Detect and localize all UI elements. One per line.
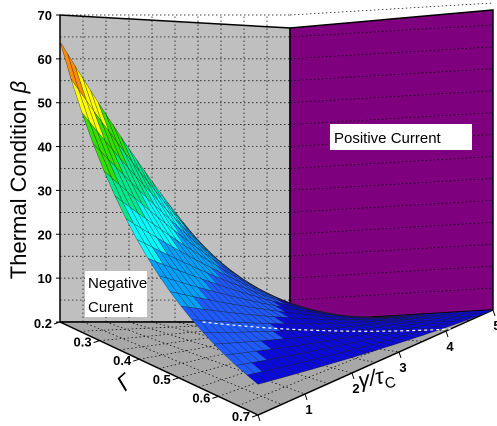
gamma-tick-label: 0.4 [113,353,132,368]
ratio-tick-label: 3 [399,360,406,375]
ratio-tick-label: 4 [446,339,454,354]
ratio-tick [399,352,401,358]
ratio-tick [493,310,495,316]
ratio-tick [446,331,448,337]
positive-current-text: Positive Current [334,130,442,147]
beta-axis-title: Thermal Condition β [6,80,31,279]
beta-tick-label: 20 [38,227,52,242]
ratio-axis-title: γ/τC [356,361,398,398]
ratio-tick-label: 1 [305,402,312,417]
beta-tick-label: 60 [38,52,52,67]
ratio-tick [305,394,307,400]
gamma-tick [133,359,139,361]
negative-current-label: Negative Curent [85,271,147,317]
gamma-tick [94,341,100,343]
gamma-axis-title: Γ [112,368,139,396]
beta-tick-label: 70 [38,8,52,23]
gamma-tick-label: 0.6 [192,390,210,405]
negative-current-text-2: Curent [88,299,134,316]
gamma-tick-label: 0.3 [74,335,92,350]
gamma-tick-label: 0.2 [34,316,52,331]
beta-tick-label: 40 [38,140,52,155]
gamma-tick [252,415,258,417]
negative-current-text-1: Negative [88,275,147,292]
gamma-tick [173,378,179,380]
beta-tick-label: 10 [38,271,52,286]
gamma-tick-label: 0.7 [232,409,250,421]
ratio-tick [258,415,260,421]
positive-current-wall [290,10,493,322]
gamma-tick-label: 0.5 [153,372,171,387]
beta-tick-label: 30 [38,183,52,198]
positive-current-label: Positive Current [330,124,472,150]
beta-tick-label: 50 [38,96,52,111]
gamma-tick [212,396,218,398]
ratio-tick-label: 5 [493,318,497,333]
ratio-tick [352,373,354,379]
